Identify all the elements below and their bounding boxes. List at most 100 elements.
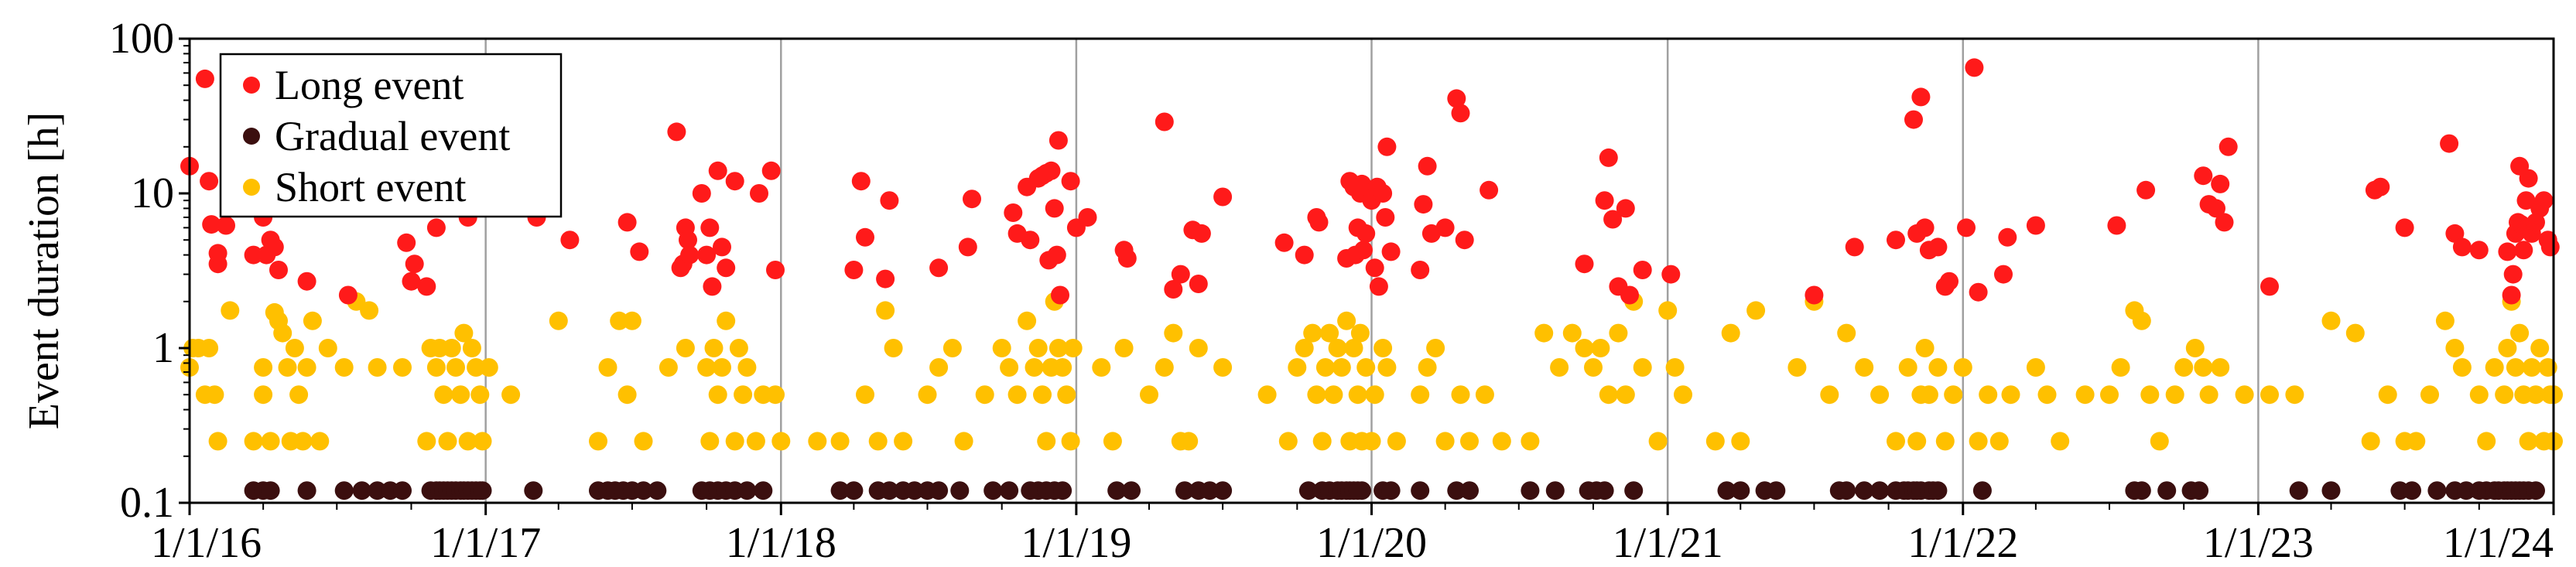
short-event-point (2199, 385, 2219, 405)
short-event-point (2498, 339, 2517, 357)
short-event-point (2378, 385, 2397, 405)
short-event-point (766, 385, 785, 405)
short-event-point (713, 358, 731, 377)
long-event-point (1805, 285, 1824, 305)
long-event-point (1633, 261, 1652, 279)
gradual-event-point (1213, 481, 1233, 500)
short-event-point (1475, 385, 1494, 405)
short-event-point (1000, 358, 1019, 377)
long-event-point (1447, 89, 1466, 108)
gradual-event-point (1053, 481, 1072, 500)
short-event-point (221, 301, 240, 320)
short-event-point (1562, 323, 1582, 343)
short-event-point (2211, 358, 2230, 377)
short-event-point (1037, 432, 1056, 451)
short-event-point (725, 432, 744, 451)
gradual-event-point (334, 481, 354, 500)
short-event-point (1820, 385, 1839, 405)
gradual-event-point (1107, 481, 1127, 500)
short-event-point (434, 385, 453, 405)
short-event-point (1057, 385, 1076, 405)
short-event-point (1365, 385, 1384, 405)
short-event-point (2185, 339, 2205, 357)
short-event-point (2321, 311, 2341, 330)
long-event-point (402, 272, 421, 291)
long-event-point (697, 245, 717, 265)
short-event-point (360, 301, 379, 320)
legend-box (219, 53, 563, 218)
short-event-point (2194, 358, 2213, 377)
gradual-event-point (1000, 481, 1019, 500)
short-event-point (549, 311, 568, 330)
long-event-point (2516, 191, 2536, 210)
short-event-point (1953, 358, 1972, 377)
short-event-point (1521, 432, 1540, 451)
gradual-event-point (297, 481, 316, 500)
long-event-point (679, 231, 697, 250)
long-event-point (2445, 224, 2465, 243)
x-tick-label: 1/1/17 (430, 519, 541, 567)
y-tick-label: 10 (131, 169, 174, 217)
short-event-point (451, 385, 470, 405)
short-event-point (1731, 432, 1750, 451)
short-event-point (1746, 301, 1766, 320)
long-event-point (1377, 137, 1397, 156)
short-event-point (2100, 385, 2119, 405)
short-event-point (1575, 339, 1594, 357)
gradual-event-point (1624, 481, 1644, 500)
gradual-event-point (929, 481, 949, 500)
x-tick-label: 1/1/20 (1316, 519, 1427, 567)
long-event-point (1295, 245, 1314, 265)
long-event-point (200, 172, 219, 191)
gradual-event-point (1298, 481, 1318, 500)
short-event-point (1837, 323, 1856, 343)
short-event-point (1303, 323, 1322, 343)
x-tick-label: 1/1/22 (1907, 519, 2018, 567)
short-event-point (1320, 323, 1339, 343)
short-event-point (975, 385, 994, 405)
short-event-point (1633, 358, 1652, 377)
short-event-point (1674, 385, 1692, 405)
short-event-point (734, 385, 753, 405)
short-event-point (1356, 358, 1376, 377)
long-event-point (2526, 213, 2545, 232)
legend-marker-gradual-event (243, 128, 260, 145)
gradual-event-point (2321, 481, 2341, 500)
short-event-point (1451, 385, 1470, 405)
long-event-point (1354, 241, 1373, 260)
gradual-event-point (1447, 481, 1466, 500)
long-event-point (417, 277, 436, 296)
long-event-point (338, 285, 357, 305)
long-event-point (1117, 249, 1137, 268)
short-event-point (2407, 432, 2426, 451)
gradual-event-point (524, 481, 543, 500)
long-event-point (1049, 131, 1068, 150)
gradual-event-point (1460, 481, 1479, 500)
long-event-point (1155, 112, 1174, 132)
short-event-point (676, 339, 695, 357)
gradual-event-point (1595, 481, 1614, 500)
gradual-event-point (473, 481, 492, 500)
short-event-point (1049, 339, 1068, 357)
long-event-point (617, 213, 637, 232)
short-event-point (830, 432, 850, 451)
short-event-point (659, 358, 678, 377)
long-event-point (2371, 177, 2390, 196)
short-event-point (438, 432, 457, 451)
x-tick-label: 1/1/24 (2443, 519, 2554, 567)
short-event-point (1025, 358, 1044, 377)
short-event-point (318, 339, 337, 357)
short-event-point (458, 432, 477, 451)
long-event-point (2534, 191, 2554, 210)
short-event-point (334, 358, 354, 377)
long-event-point (1189, 275, 1208, 293)
legend-label-long-event: Long event (275, 62, 464, 108)
gradual-event-point (2157, 481, 2177, 500)
short-event-point (1870, 385, 1890, 405)
long-event-point (202, 215, 221, 234)
short-event-point (1787, 358, 1807, 377)
long-event-point (217, 216, 235, 235)
short-event-point (2452, 358, 2472, 377)
short-event-point (1426, 339, 1445, 357)
short-event-point (992, 339, 1011, 357)
